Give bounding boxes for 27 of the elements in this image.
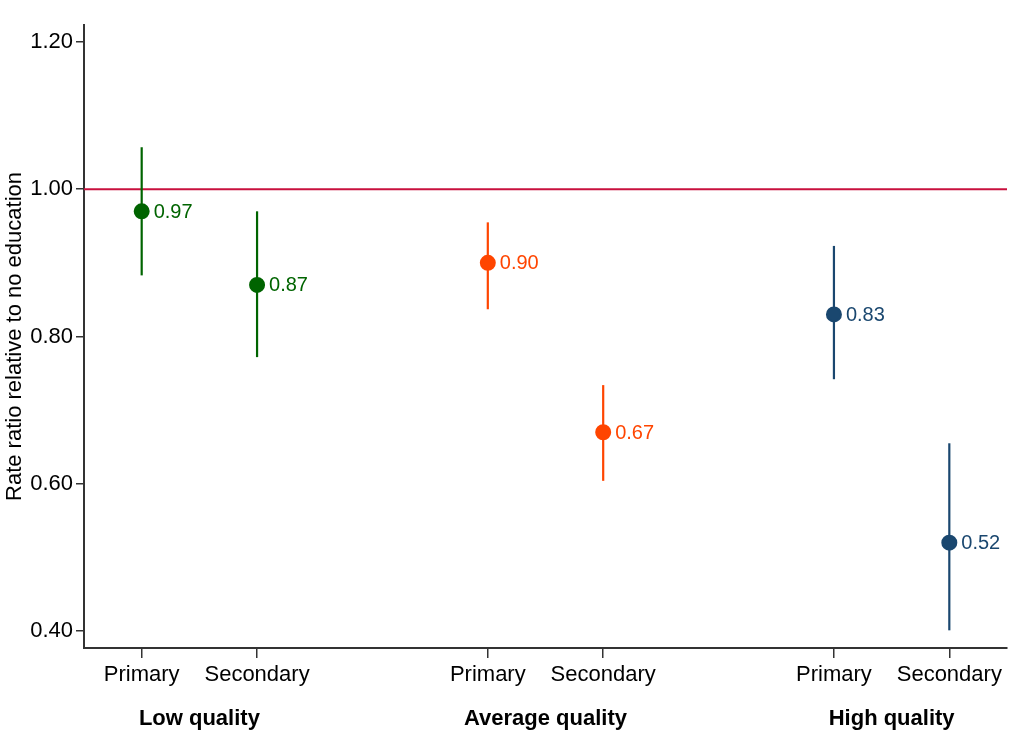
data-label: 0.97 [153,199,193,222]
x-tick-label: Secondary [550,661,656,687]
y-tick-label: 0.60 [30,469,73,495]
x-tick-label: Secondary [896,661,1002,687]
data-label: 0.52 [961,531,1001,554]
y-tick-label: 0.40 [30,617,73,643]
text: Average quality [463,705,628,730]
x-tick-label: Primary [103,661,180,687]
y-tick-label: 1.00 [30,175,73,201]
point [479,254,496,271]
point [133,203,150,220]
data-label: 0.67 [615,420,655,443]
data-label: 0.87 [269,273,308,296]
text: Low quality [138,705,261,730]
y-axis-title: Rate ratio relative to no education [1,172,27,501]
point [941,534,958,551]
point [825,306,842,323]
point [249,276,266,293]
data-label: 0.83 [845,302,885,325]
y-tick-label: 1.20 [30,28,73,53]
text: High quality [828,705,956,730]
data-label: 0.90 [499,251,539,274]
y-tick-label: 0.80 [30,322,73,348]
point [595,424,612,441]
x-tick-label: Primary [796,661,872,687]
x-tick-label: Primary [449,661,526,687]
x-tick-label: Secondary [204,661,310,687]
